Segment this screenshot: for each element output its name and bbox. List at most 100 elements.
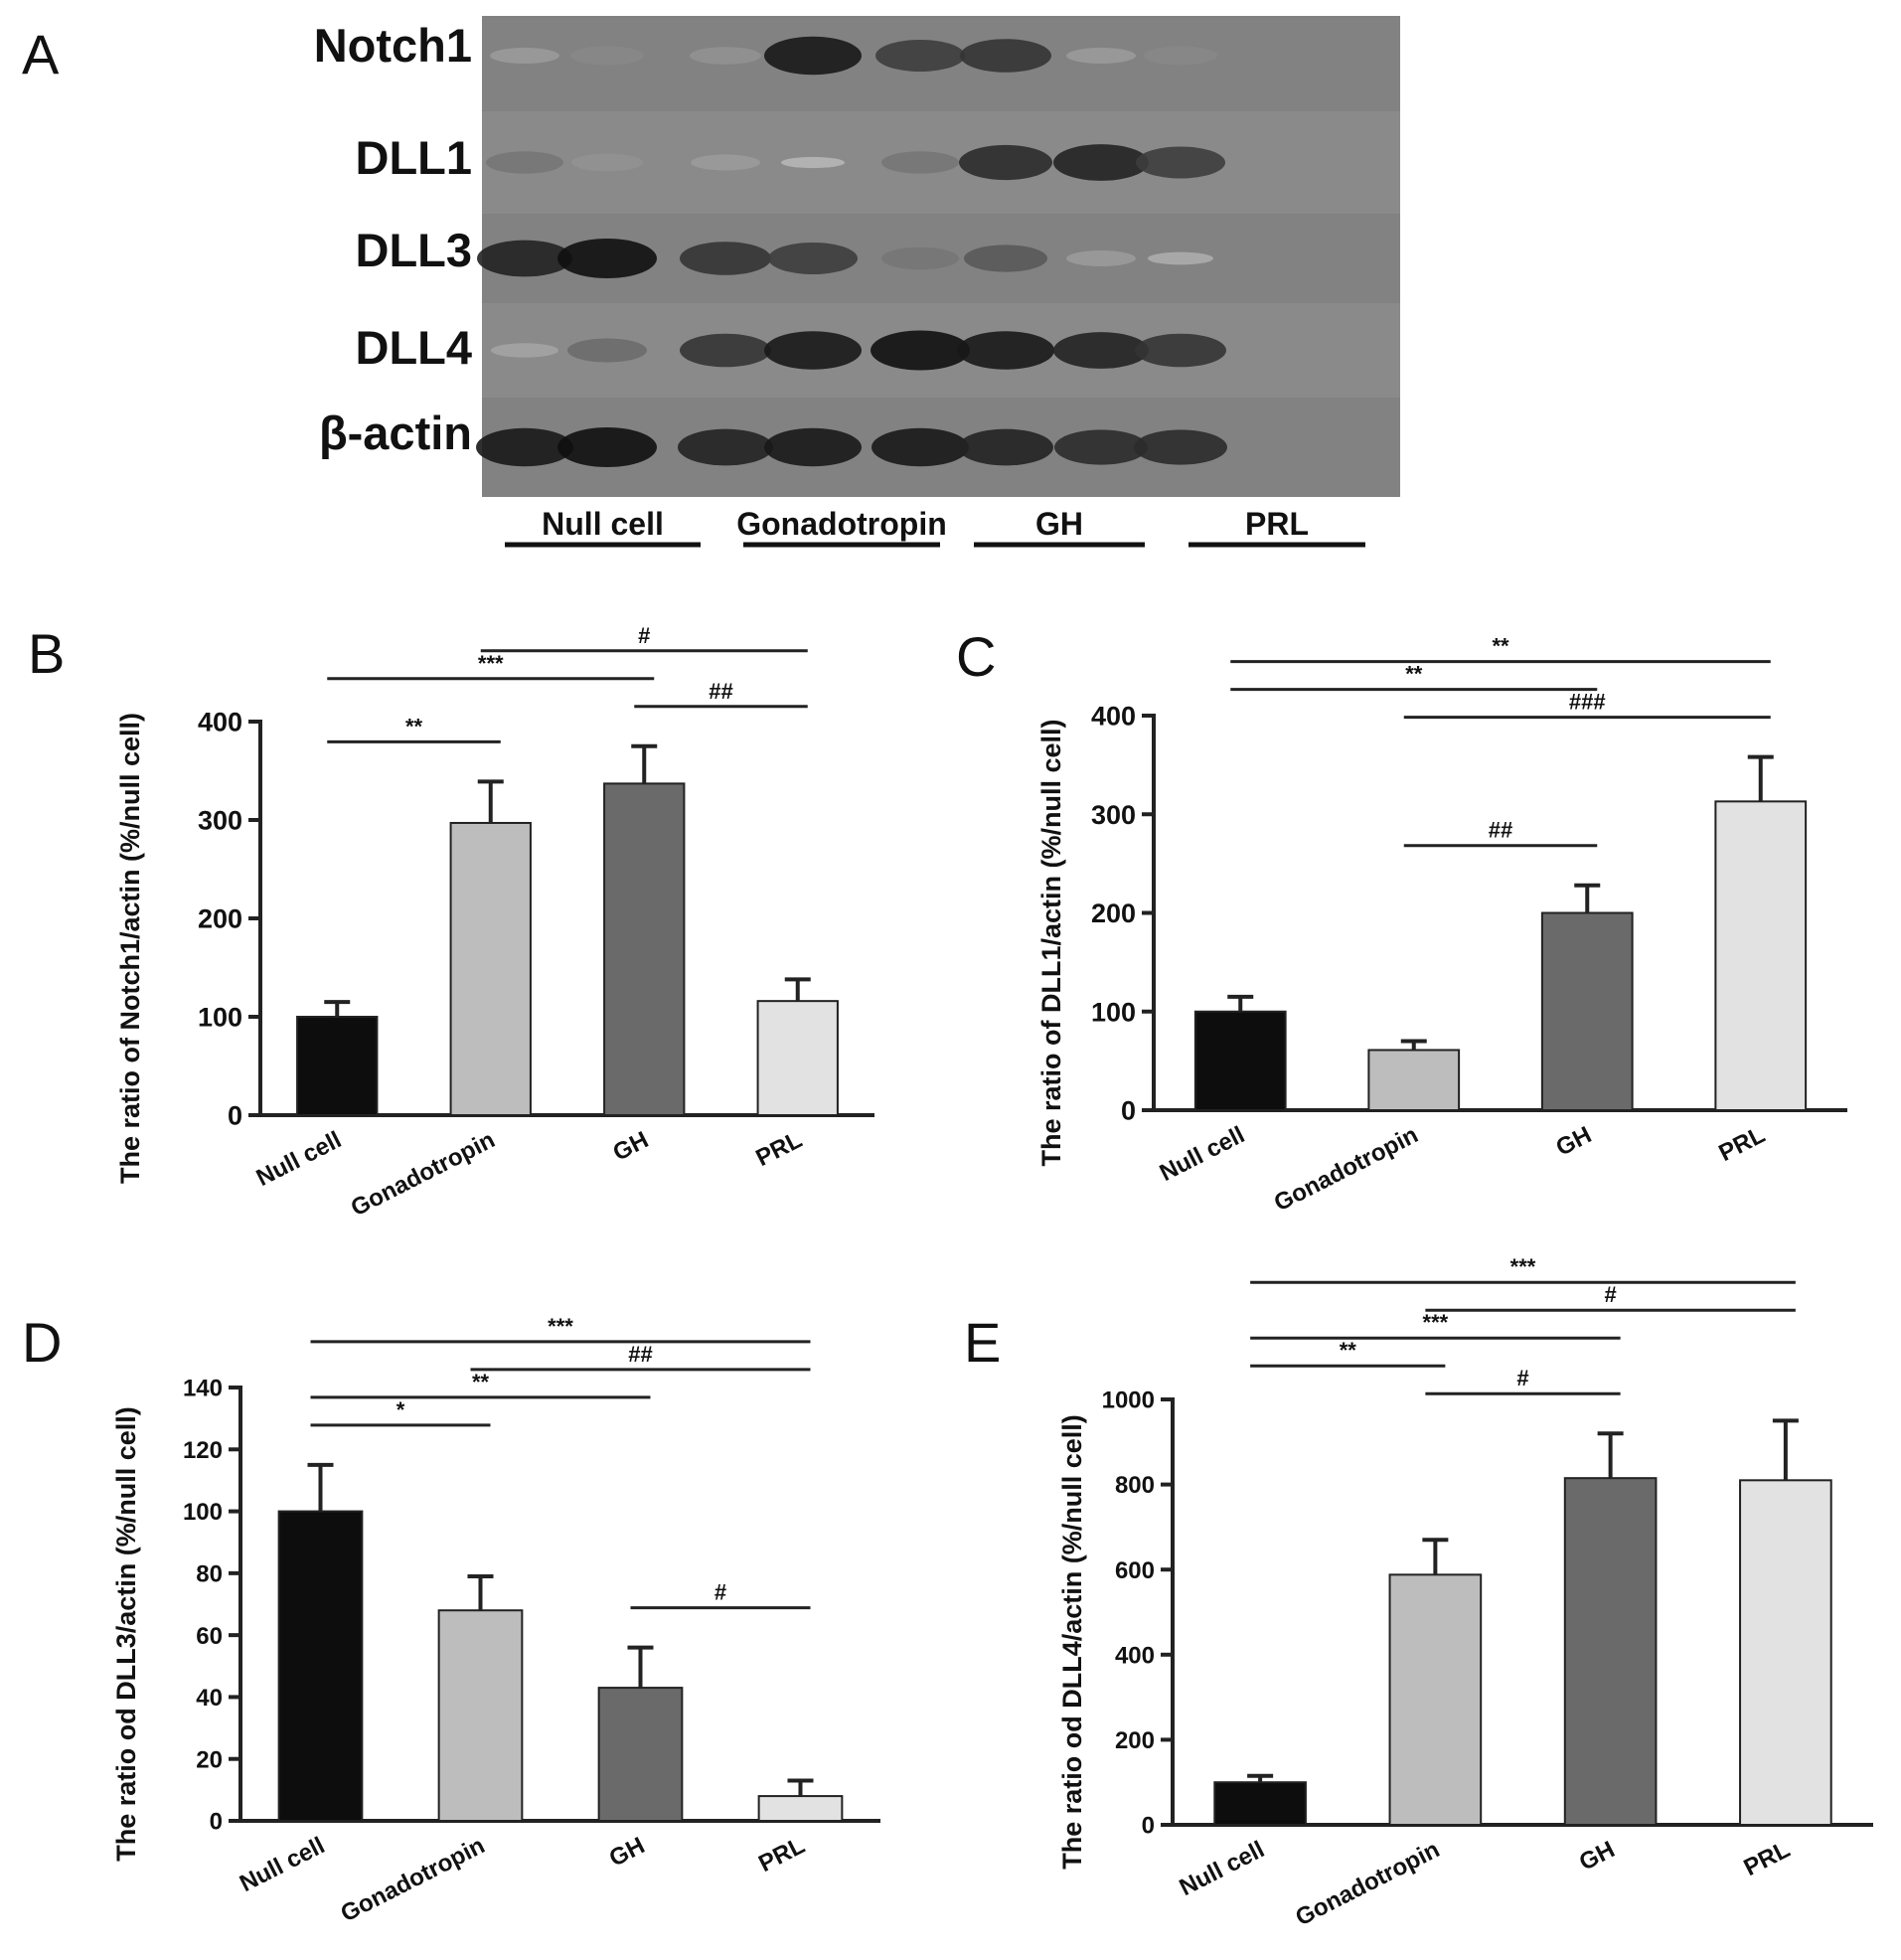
western-blot-panel: Notch1 DLL1 DLL3 DLL4 β-actin Null cell Gonado… <box>314 16 1400 548</box>
x-tick-label: PRL <box>1714 1121 1769 1167</box>
blot-band <box>678 428 773 466</box>
blot-band <box>958 428 1053 466</box>
bar <box>757 1795 844 1822</box>
blot-band <box>768 243 858 274</box>
blot-group-label: Null cell <box>542 506 664 542</box>
blot-band <box>680 333 771 368</box>
y-tick-label: 1000 <box>1102 1388 1155 1414</box>
x-tick-label: GH <box>1575 1836 1619 1876</box>
blot-band <box>957 331 1054 370</box>
significance-label: # <box>638 623 650 648</box>
blot-band <box>764 36 862 76</box>
y-tick-label: 400 <box>1091 702 1136 732</box>
significance-label: *** <box>1510 1254 1536 1279</box>
bar-chart-dll3: 0 20 40 60 80 100 120 140 The ratio od DLL3/acti… <box>111 1314 880 1927</box>
y-axis-label: The ratio od DLL3/actin (%/null cell) <box>111 1406 141 1862</box>
bar <box>1388 1573 1483 1826</box>
blot-group-label: PRL <box>1245 506 1309 542</box>
blot-band <box>764 427 862 467</box>
blot-band <box>1144 46 1217 66</box>
significance-label: *** <box>1423 1310 1449 1335</box>
blot-band <box>960 39 1051 73</box>
x-tick-label: Gonadotropin <box>1291 1836 1444 1931</box>
blot-band <box>570 46 644 66</box>
blot-row-label: DLL1 <box>356 131 473 184</box>
significance-label: ** <box>405 714 423 738</box>
y-tick-label: 20 <box>196 1746 223 1773</box>
blot-band <box>1136 146 1225 179</box>
y-tick-label: 600 <box>1115 1557 1155 1584</box>
x-tick-label: GH <box>1552 1121 1596 1161</box>
blot-band <box>1066 250 1136 266</box>
blot-group-label: GH <box>1035 506 1083 542</box>
bar <box>1193 1010 1287 1111</box>
panel-letter-c: C <box>956 625 997 688</box>
y-tick-label: 120 <box>183 1437 223 1464</box>
significance-label: ** <box>1405 662 1423 687</box>
blot-band <box>959 144 1052 181</box>
blot-band <box>691 154 760 171</box>
blot-row-label: β-actin <box>319 407 472 459</box>
blot-band <box>881 151 959 174</box>
y-tick-label: 400 <box>198 708 242 737</box>
y-tick-label: 40 <box>196 1685 223 1712</box>
bar <box>1714 800 1808 1111</box>
blot-band <box>690 47 761 65</box>
bar <box>1213 1781 1307 1827</box>
bar <box>756 1000 839 1116</box>
x-tick-label: GH <box>605 1832 649 1872</box>
blot-row-label: DLL4 <box>356 321 473 374</box>
significance-label: ### <box>1569 690 1606 715</box>
blot-band <box>1053 332 1149 369</box>
bar <box>277 1510 364 1822</box>
y-tick-label: 400 <box>1115 1642 1155 1669</box>
x-tick-label: PRL <box>751 1126 806 1172</box>
significance-label: # <box>714 1580 726 1605</box>
x-tick-label: PRL <box>1740 1836 1795 1881</box>
blot-band <box>490 48 559 64</box>
blot-band <box>486 151 563 174</box>
significance-label: ## <box>1489 818 1512 843</box>
blot-band <box>557 239 657 278</box>
significance-label: # <box>1516 1366 1528 1390</box>
bar <box>597 1687 684 1823</box>
blot-band <box>1148 251 1213 265</box>
y-axis-label: The ratio of Notch1/actin (%/null cell) <box>115 713 145 1184</box>
blot-band <box>1135 333 1226 368</box>
bar <box>1367 1049 1461 1111</box>
significance-label: * <box>396 1397 405 1422</box>
significance-label: ** <box>1340 1338 1357 1363</box>
y-tick-label: 0 <box>1121 1096 1136 1126</box>
blot-band <box>477 240 572 277</box>
y-tick-label: 300 <box>198 806 242 836</box>
x-tick-label: GH <box>609 1126 653 1166</box>
bar <box>1540 911 1634 1111</box>
blot-band <box>571 153 643 172</box>
y-tick-label: 200 <box>1091 898 1136 928</box>
blot-band <box>557 427 657 467</box>
blot-row-label: Notch1 <box>314 19 472 72</box>
blot-band <box>476 427 573 467</box>
panel-letter-e: E <box>964 1311 1002 1374</box>
blot-band <box>567 338 647 363</box>
bar <box>437 1609 524 1822</box>
x-tick-label: Gonadotropin <box>347 1126 500 1222</box>
blot-band <box>881 246 959 270</box>
bar <box>296 1016 379 1116</box>
blot-band <box>491 343 558 358</box>
blot-band <box>781 156 845 169</box>
significance-label: # <box>1605 1282 1617 1307</box>
panel-letter-a: A <box>22 23 60 85</box>
blot-band <box>1066 48 1136 64</box>
bar <box>449 821 532 1116</box>
blot-band <box>1134 429 1227 465</box>
significance-label: ** <box>1492 634 1509 659</box>
x-tick-label: Gonadotropin <box>1270 1121 1423 1217</box>
y-tick-label: 0 <box>210 1809 223 1836</box>
y-tick-label: 100 <box>1091 997 1136 1027</box>
bar-chart-dll4: 0 200 400 600 800 1000 The ratio od DLL4/actin… <box>1057 1254 1873 1931</box>
x-tick-label: Null cell <box>252 1126 346 1192</box>
x-tick-label: Null cell <box>1176 1836 1269 1901</box>
y-axis-label: The ratio of DLL1/actin (%/null cell) <box>1036 719 1066 1166</box>
panel-letter-d: D <box>22 1311 63 1374</box>
